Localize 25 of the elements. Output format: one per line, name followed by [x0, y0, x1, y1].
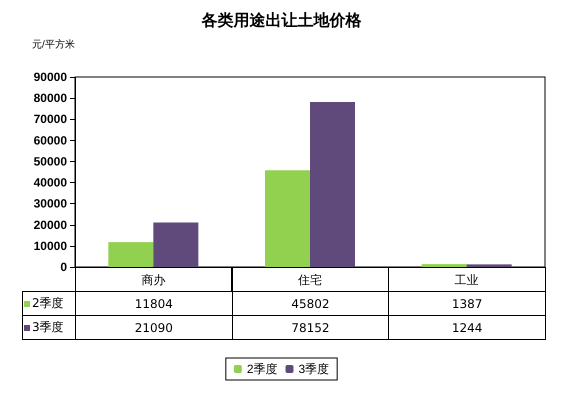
legend-label: 2季度: [22, 292, 76, 316]
data-label: 45802: [232, 292, 389, 316]
data-label: 21090: [76, 316, 232, 340]
y-tick-label: 0: [60, 260, 68, 274]
text: 2季度: [246, 362, 278, 376]
y-tick-label: 90000: [34, 70, 68, 84]
y-tick-label: 20000: [34, 218, 68, 232]
legend-label: 3季度: [298, 362, 330, 376]
data-label: 78152: [232, 316, 389, 340]
y-tick-label: 70000: [34, 112, 68, 126]
x-tick-label: 住宅: [297, 273, 322, 287]
x-tick-label: 工业: [454, 273, 479, 287]
y-tick-label: 40000: [34, 176, 68, 190]
y-tick-label: 30000: [34, 196, 68, 211]
text: 3季度: [32, 320, 64, 334]
y-tick-label: 10000: [34, 238, 68, 253]
x-tick-label: 商办: [141, 273, 166, 287]
y-axis-title: 元/平方米: [32, 38, 75, 50]
y-tick-label: 80000: [34, 91, 68, 106]
data-label: 1387: [388, 292, 546, 316]
y-tick-label: 50000: [34, 154, 68, 168]
data-label: 1244: [388, 316, 546, 340]
chart-title: 各类用途出让土地价格: [200, 12, 362, 30]
y-tick-label: 60000: [34, 133, 68, 148]
data-label: 11804: [76, 292, 232, 316]
